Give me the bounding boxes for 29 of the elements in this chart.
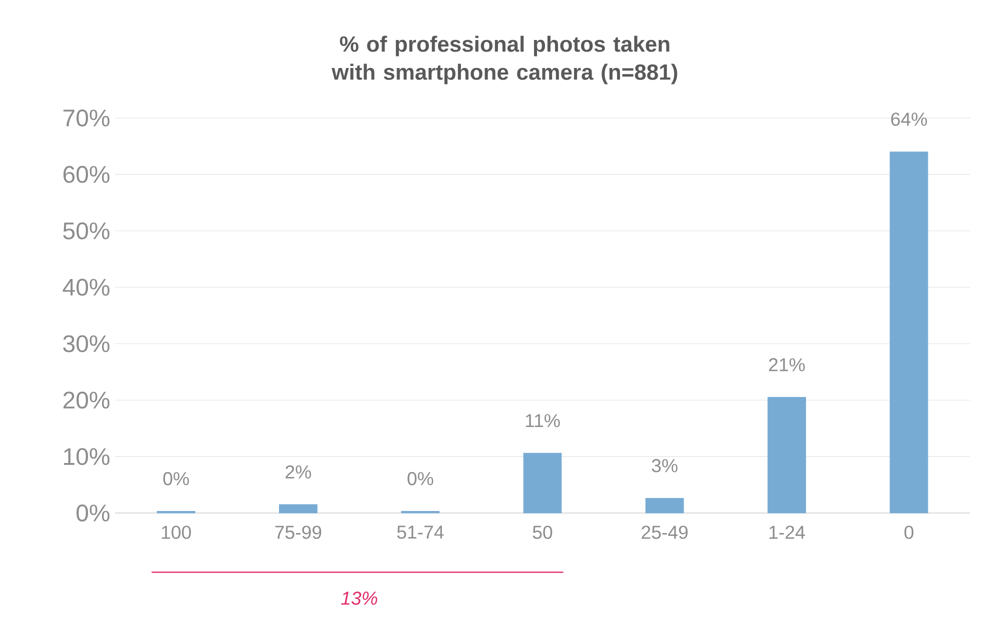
x-tick-label: 50: [532, 526, 552, 539]
data-label: 0%: [163, 472, 189, 486]
x-tick-label: 1-24: [770, 526, 805, 539]
data-label: 2%: [286, 465, 312, 478]
data-label: 11%: [526, 414, 560, 428]
data-label: 0%: [408, 472, 434, 486]
x-tick-label: 0: [904, 526, 914, 539]
y-tick-label: 50%: [63, 222, 110, 240]
y-tick-label: 20%: [63, 392, 110, 409]
bar: [279, 504, 318, 514]
data-label: 64%: [891, 112, 927, 126]
y-tick-label: 0%: [76, 504, 110, 522]
y-tick-label: 30%: [63, 335, 110, 352]
data-label: 3%: [652, 459, 678, 472]
x-tick-label: 75-99: [275, 526, 322, 539]
bar: [768, 397, 806, 514]
bar: [523, 452, 562, 514]
y-tick-label: 40%: [62, 278, 110, 296]
x-tick-label: 51-74: [397, 526, 444, 539]
x-tick-label: 25-49: [642, 526, 688, 539]
y-tick-label: 70%: [63, 110, 110, 126]
text: 13%: [341, 592, 378, 605]
bar: [645, 498, 684, 514]
y-tick-label: 60%: [63, 166, 110, 183]
chart-title: % of professional photos taken with smartphone camera (n=881): [332, 36, 678, 84]
bar: [890, 152, 928, 514]
y-tick-label: 10%: [64, 448, 110, 466]
data-label: 21%: [769, 358, 805, 372]
x-tick-label: 100: [162, 526, 191, 539]
